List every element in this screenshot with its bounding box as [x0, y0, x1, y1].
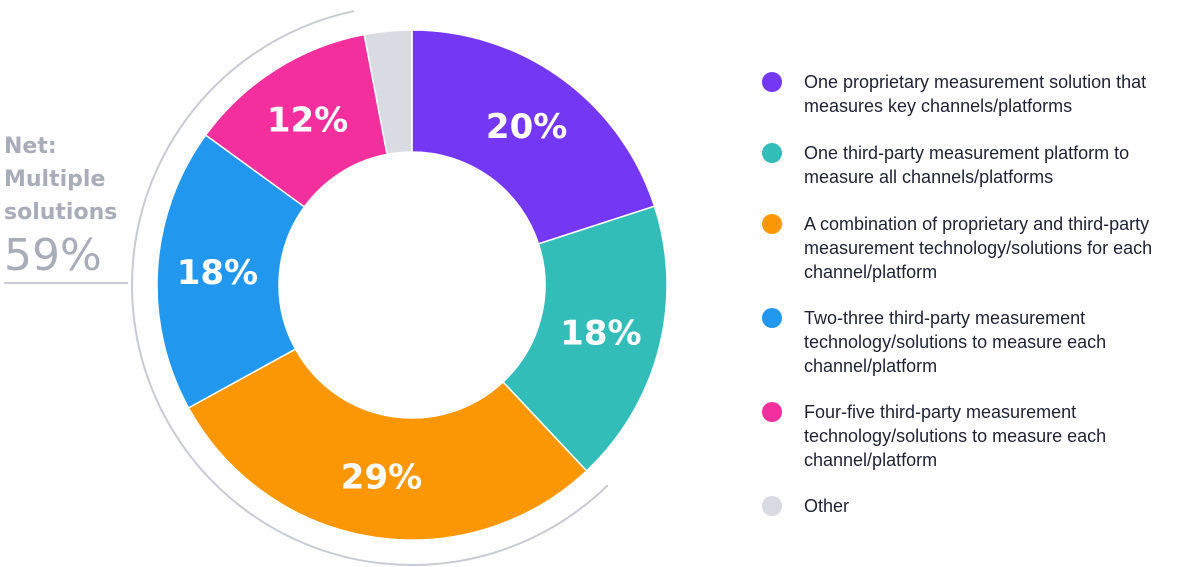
- net-title-line: Multiple: [4, 167, 106, 192]
- donut-chart: 20% 18% 29% 18% 12%: [131, 10, 668, 566]
- legend-label: Two-three third-party measurement techno…: [804, 308, 1107, 376]
- net-title-line: Net:: [4, 134, 57, 159]
- legend-swatch: [762, 308, 782, 328]
- donut-slices: [156, 29, 668, 541]
- legend-label: One proprietary measurement solution tha…: [804, 72, 1147, 116]
- legend-item: Four-five third-party measurement techno…: [762, 400, 1198, 494]
- legend-label: One third-party measurement platform to …: [804, 143, 1130, 187]
- slice-value-label: 18%: [560, 313, 641, 353]
- donut-slice: [411, 29, 656, 245]
- legend-label: Four-five third-party measurement techno…: [804, 402, 1107, 470]
- legend-label: Other: [804, 496, 850, 516]
- net-value: 59%: [4, 230, 102, 281]
- legend-item: One proprietary measurement solution tha…: [762, 70, 1198, 141]
- slice-value-label: 20%: [486, 107, 567, 147]
- legend-swatch: [762, 402, 782, 422]
- donut-slice: [156, 134, 306, 409]
- legend-item: A combination of proprietary and third-p…: [762, 212, 1198, 306]
- slice-value-label: 12%: [267, 100, 348, 140]
- legend-item: One third-party measurement platform to …: [762, 141, 1198, 212]
- donut-slice: [501, 205, 668, 472]
- net-annotation-rule: [4, 282, 128, 284]
- legend: One proprietary measurement solution tha…: [762, 70, 1198, 518]
- legend-label: A combination of proprietary and third-p…: [804, 214, 1153, 282]
- net-multiple-solutions-annotation: Net: Multiple solutions 59%: [4, 130, 134, 281]
- donut-slice: [187, 348, 588, 541]
- legend-swatch: [762, 214, 782, 234]
- net-multiple-solutions-bracket: [131, 10, 609, 566]
- legend-item: Other: [762, 494, 1198, 518]
- legend-swatch: [762, 72, 782, 92]
- slice-value-label: 29%: [341, 458, 422, 498]
- donut-slice: [363, 29, 413, 156]
- slice-labels: 20% 18% 29% 18% 12%: [177, 100, 642, 497]
- legend-swatch: [762, 496, 782, 516]
- slice-value-label: 18%: [177, 253, 258, 293]
- legend-item: Two-three third-party measurement techno…: [762, 306, 1198, 400]
- legend-swatch: [762, 143, 782, 163]
- net-title-line: solutions: [4, 200, 118, 225]
